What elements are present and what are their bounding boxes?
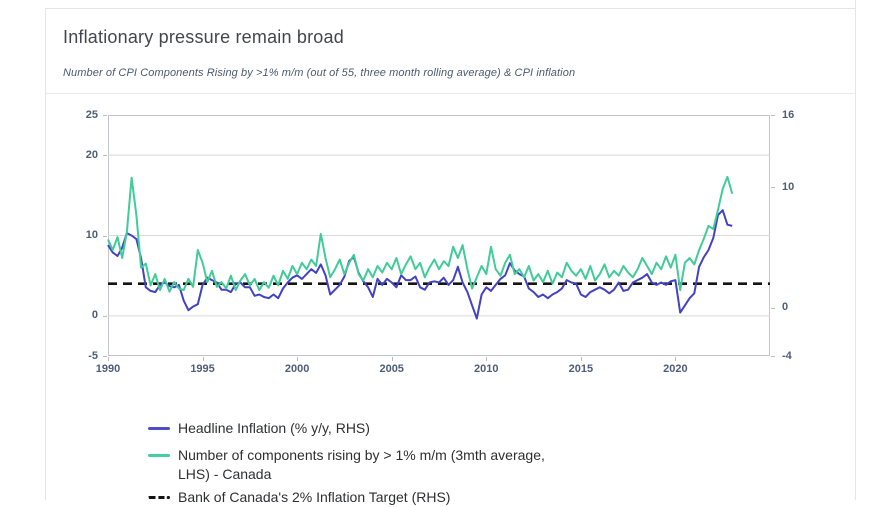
tick-mark — [297, 357, 299, 361]
x-axis-tick-label: 2020 — [663, 363, 688, 375]
left-axis-tick-label: 25 — [85, 108, 98, 121]
tick-mark — [675, 357, 677, 361]
left-axis-tick-label: -5 — [88, 349, 98, 362]
left-axis-tick-label: 0 — [91, 309, 98, 322]
legend-label: Bank of Canada's 2% Inflation Target (RH… — [178, 489, 451, 505]
series-line — [107, 175, 734, 293]
header-divider — [46, 93, 855, 94]
right-axis-tick-label: 0 — [782, 301, 789, 314]
right-axis-tick-label: -4 — [782, 349, 792, 362]
tick-mark — [391, 357, 393, 361]
tick-mark — [771, 307, 775, 309]
left-axis-tick-label: 10 — [85, 229, 98, 241]
tick-mark — [771, 115, 775, 116]
x-axis-tick-label: 2010 — [474, 363, 499, 375]
tick-mark — [771, 187, 775, 189]
legend-label: Headline Inflation (% y/y, RHS) — [178, 420, 370, 436]
headline-inflation-legend-marker — [148, 427, 170, 430]
chart-subtitle: Number of CPI Components Rising by >1% m… — [63, 67, 576, 79]
boc-target-legend-marker — [148, 496, 170, 499]
page-title: Inflationary pressure remain broad — [63, 27, 344, 47]
tick-mark — [108, 357, 109, 361]
tick-mark — [580, 357, 582, 361]
card-border-top — [45, 8, 855, 9]
tick-mark — [103, 155, 107, 157]
series-line — [107, 209, 733, 320]
tick-mark — [103, 115, 107, 116]
tick-mark — [103, 235, 107, 237]
x-axis-tick-label: 2000 — [284, 363, 310, 375]
tick-mark — [486, 357, 488, 361]
line-chart — [107, 154, 770, 320]
x-axis-tick-label: 1995 — [190, 363, 215, 375]
tick-mark — [771, 356, 775, 357]
x-axis-tick-label: 1990 — [95, 363, 121, 375]
legend-item-components-rising: Number of components rising by > 1% m/m … — [148, 446, 545, 484]
legend-label: Number of components rising by > 1% m/m … — [178, 447, 545, 482]
card-border-right — [855, 0, 856, 500]
legend-item-boc-target: Bank of Canada's 2% Inflation Target (RH… — [148, 488, 450, 507]
x-axis-tick-label: 2015 — [568, 363, 594, 375]
left-axis-tick-label: 20 — [85, 148, 98, 161]
tick-mark — [202, 357, 204, 361]
right-axis-tick-label: 10 — [782, 180, 795, 193]
right-axis-tick-label: 16 — [782, 108, 795, 121]
tick-mark — [103, 315, 107, 317]
components-rising-legend-marker — [148, 454, 170, 457]
tick-mark — [103, 356, 107, 357]
x-axis-tick-label: 2005 — [379, 363, 404, 375]
legend-item-headline-inflation: Headline Inflation (% y/y, RHS) — [148, 419, 370, 438]
card-border-left — [45, 8, 46, 500]
